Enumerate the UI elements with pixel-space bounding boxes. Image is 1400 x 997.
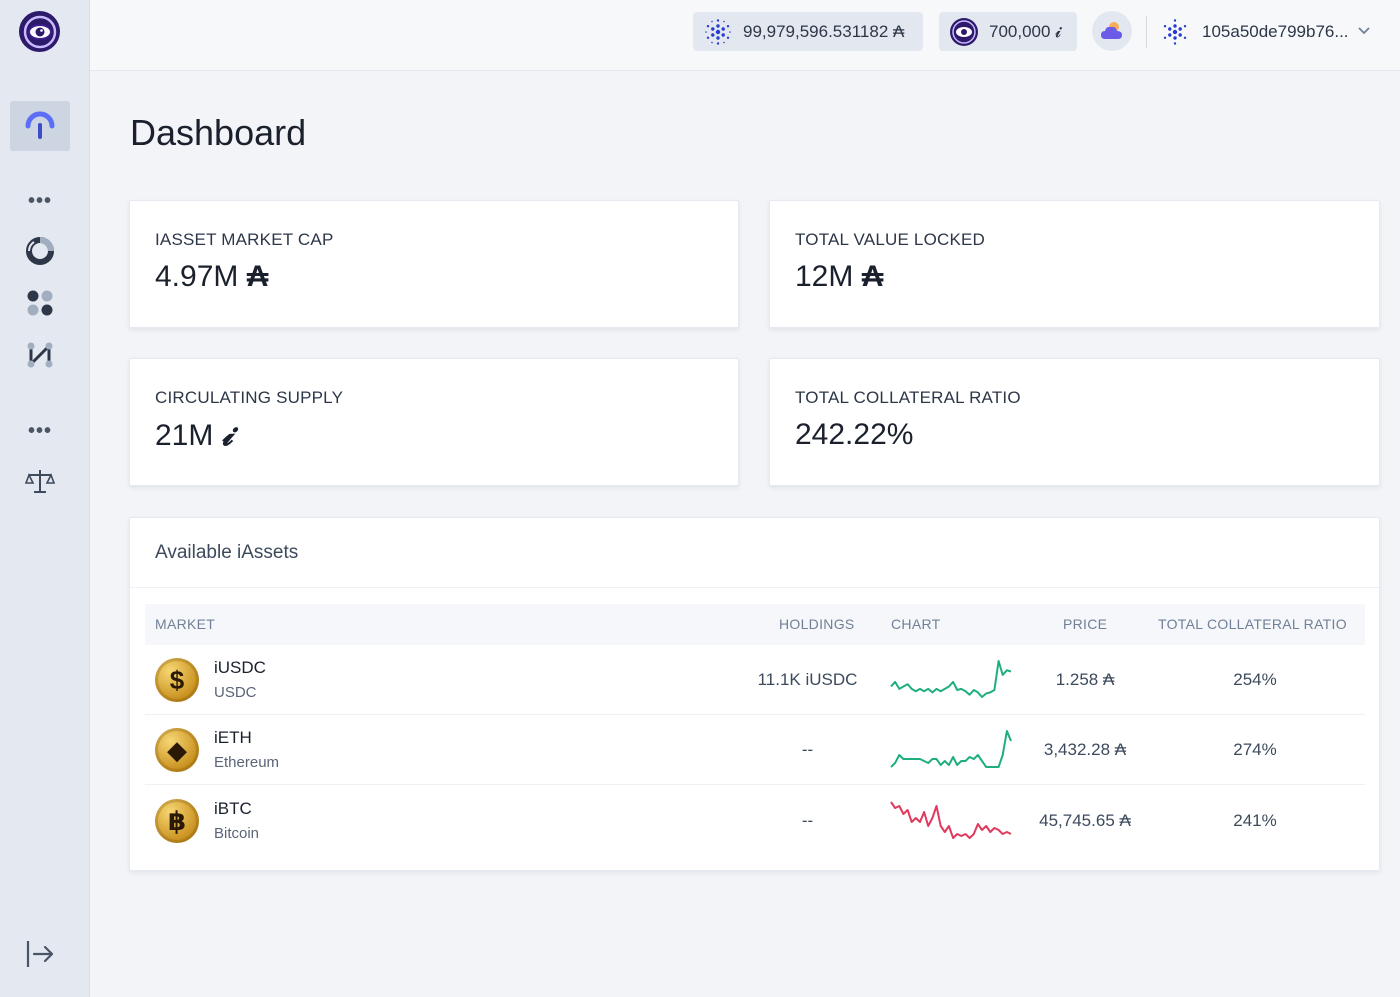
- asset-price: 1.258 ₳: [1055, 670, 1115, 689]
- wallet-address: 105a50de799b76...: [1202, 21, 1349, 41]
- logout-arrow-icon: [26, 941, 54, 967]
- asset-holdings: --: [801, 811, 814, 830]
- asset-symbol: iUSDC: [214, 658, 266, 677]
- sparkline-path: [890, 730, 1012, 768]
- dashboard-gauge-icon: [25, 111, 55, 139]
- asset-name: Ethereum: [214, 754, 280, 771]
- stat-value: 242.22%: [795, 418, 913, 452]
- sidebar-item-swap[interactable]: [10, 330, 70, 380]
- top-header: 99,979,596.531182 ₳ 700,000 𝓲: [90, 0, 1400, 71]
- stat-value: 21M 𝓲: [155, 418, 232, 453]
- stat-card-tvl: TOTAL VALUE LOCKED 12M ₳: [769, 200, 1380, 328]
- donut-chart-icon: [26, 237, 54, 265]
- section-title: Available iAssets: [155, 542, 299, 563]
- logout-button[interactable]: [22, 936, 58, 972]
- usdc-coin-icon: $: [155, 658, 199, 702]
- stat-label: IASSET MARKET CAP: [155, 230, 334, 249]
- header-divider: [1146, 16, 1147, 48]
- cardano-icon: [703, 17, 733, 47]
- sidebar-item-analytics[interactable]: [10, 226, 70, 276]
- apps-grid-icon: [27, 290, 53, 316]
- sidebar-more-dots[interactable]: •••: [28, 190, 53, 212]
- stat-number: 12M: [795, 260, 854, 293]
- asset-collateral-ratio: 241%: [1233, 811, 1277, 830]
- stat-number: 4.97M: [155, 260, 239, 293]
- indigo-logo-icon[interactable]: [19, 11, 60, 52]
- sparkline-chart: [890, 660, 1012, 698]
- asset-holdings: 11.1K iUSDC: [757, 670, 858, 689]
- table-row-ieth[interactable]: ◆ iETH Ethereum -- 3,432.28 ₳ 274%: [145, 715, 1365, 785]
- asset-collateral-ratio: 274%: [1233, 740, 1277, 759]
- ethereum-coin-icon: ◆: [155, 728, 199, 772]
- asset-holdings: --: [801, 740, 814, 759]
- asset-price: 3,432.28 ₳: [1043, 740, 1127, 759]
- asset-name: USDC: [214, 684, 257, 701]
- table-row-ibtc[interactable]: ฿ iBTC Bitcoin -- 45,745.65 ₳ 241%: [145, 786, 1365, 856]
- stat-label: TOTAL COLLATERAL RATIO: [795, 388, 1021, 407]
- theme-toggle-button[interactable]: [1092, 11, 1132, 51]
- divider: [130, 587, 1379, 588]
- swap-paths-icon: [27, 342, 53, 368]
- indy-balance-text: 700,000 𝓲: [989, 21, 1062, 41]
- col-market[interactable]: MARKET: [155, 616, 216, 632]
- col-price[interactable]: PRICE: [1063, 616, 1108, 632]
- stat-label: CIRCULATING SUPPLY: [155, 388, 344, 407]
- sidebar-more-dots-2[interactable]: •••: [28, 420, 53, 442]
- available-iassets-card: Available iAssets MARKET HOLDINGS CHART …: [129, 517, 1380, 871]
- asset-symbol: iBTC: [214, 799, 252, 818]
- stat-label: TOTAL VALUE LOCKED: [795, 230, 986, 249]
- governance-scale-icon: [25, 470, 55, 493]
- asset-symbol: iETH: [214, 728, 252, 747]
- col-ratio[interactable]: TOTAL COLLATERAL RATIO: [1158, 616, 1347, 632]
- bitcoin-coin-icon: ฿: [155, 799, 199, 843]
- asset-price: 45,745.65 ₳: [1039, 811, 1131, 830]
- chevron-down-icon: [1357, 23, 1371, 40]
- sidebar-item-governance[interactable]: [10, 456, 70, 506]
- ada-unit: ₳: [861, 260, 884, 293]
- col-holdings[interactable]: HOLDINGS: [779, 616, 855, 632]
- table-row-iusdc[interactable]: $ iUSDC USDC 11.1K iUSDC 1.258 ₳ 254%: [145, 645, 1365, 715]
- sparkline-chart: [890, 730, 1012, 768]
- coin-glyph: ฿: [167, 805, 187, 836]
- asset-name: Bitcoin: [214, 825, 260, 842]
- sparkline-path: [890, 660, 1012, 698]
- stat-number: 21M: [155, 419, 214, 452]
- coin-glyph: $: [169, 664, 185, 695]
- stat-card-market-cap: IASSET MARKET CAP 4.97M ₳: [129, 200, 739, 328]
- ada-balance-text: 99,979,596.531182 ₳: [743, 21, 905, 41]
- stat-value: 12M ₳: [795, 260, 883, 294]
- sparkline-path: [890, 801, 1012, 839]
- sidebar: ••• •••: [0, 0, 90, 997]
- ada-unit: ₳: [246, 260, 269, 293]
- indigo-token-icon: [949, 17, 979, 47]
- ada-balance-pill[interactable]: 99,979,596.531182 ₳: [693, 12, 923, 51]
- cardano-wallet-icon: [1160, 17, 1190, 47]
- stat-card-supply: CIRCULATING SUPPLY 21M 𝓲: [129, 358, 739, 486]
- sidebar-item-apps[interactable]: [10, 278, 70, 328]
- wallet-selector[interactable]: 105a50de799b76...: [1160, 12, 1371, 51]
- sparkline-chart: [890, 801, 1012, 839]
- indy-unit: 𝓲: [221, 418, 233, 453]
- coin-glyph: ◆: [167, 734, 187, 765]
- cloud-sun-icon: [1101, 22, 1122, 39]
- col-chart: CHART: [891, 616, 941, 632]
- indy-balance-pill[interactable]: 700,000 𝓲: [939, 12, 1077, 51]
- table-header: MARKET HOLDINGS CHART PRICE TOTAL COLLAT…: [145, 604, 1365, 645]
- stat-number: 242.22%: [795, 418, 914, 451]
- sidebar-item-dashboard[interactable]: [10, 101, 70, 151]
- page-title: Dashboard: [130, 112, 307, 153]
- stat-value: 4.97M ₳: [155, 260, 268, 294]
- stat-card-collateral: TOTAL COLLATERAL RATIO 242.22%: [769, 358, 1380, 486]
- asset-collateral-ratio: 254%: [1233, 670, 1277, 689]
